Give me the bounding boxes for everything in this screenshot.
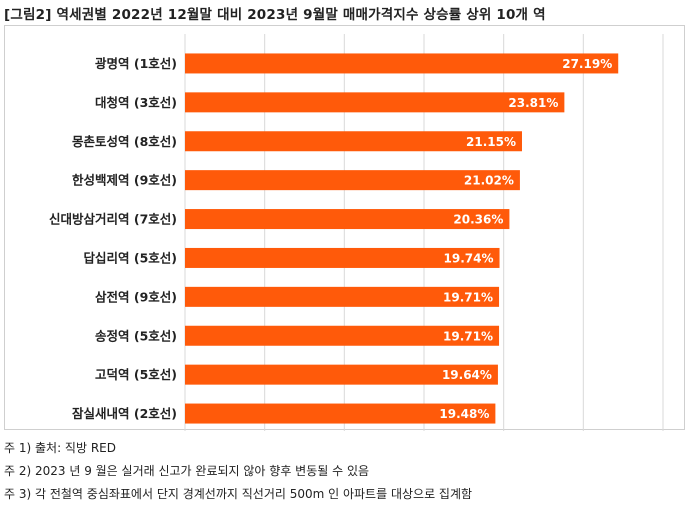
bar-chart: 광명역 (1호선) 27.19% 대청역 (3호선) 23.81% 몽촌토성역 (8호선… <box>49 34 664 431</box>
bar <box>185 325 500 346</box>
category-label: 한성백제역 (9호선) <box>72 173 177 188</box>
category-label: 송정역 (5호선) <box>95 328 177 343</box>
value-label: 19.71% <box>443 329 493 343</box>
footnote-source: 주 1) 출처: 직방 RED <box>4 441 116 455</box>
category-label: 답십리역 (5호선) <box>84 250 177 265</box>
bar <box>185 170 520 191</box>
category-label: 삼전역 (9호선) <box>95 289 177 304</box>
category-label: 대청역 (3호선) <box>95 95 177 110</box>
category-label: 고덕역 (5호선) <box>95 367 177 382</box>
bar <box>185 92 565 113</box>
value-label: 19.71% <box>443 290 493 304</box>
category-label: 잠실새내역 (2호선) <box>72 406 177 421</box>
bar <box>185 131 522 152</box>
value-label: 21.02% <box>464 174 514 188</box>
footnote-method: 주 3) 각 전철역 중심좌표에서 단지 경계선까지 직선거리 500m 인 아… <box>4 487 473 501</box>
category-label: 광명역 (1호선) <box>95 56 177 71</box>
value-label: 20.36% <box>453 213 503 227</box>
chart-title: [그림2] 역세권별 2022년 12월말 대비 2023년 9월말 매매가격지… <box>4 7 546 23</box>
bar <box>185 209 510 230</box>
value-label: 23.81% <box>508 96 558 110</box>
bar <box>185 286 500 307</box>
category-label: 몽촌토성역 (8호선) <box>72 134 177 149</box>
value-label: 19.48% <box>439 407 489 421</box>
value-label: 19.74% <box>444 251 494 265</box>
value-label: 27.19% <box>562 57 612 71</box>
bar <box>185 364 498 385</box>
value-label: 21.15% <box>466 135 516 149</box>
footnote-date: 주 2) 2023 년 9 월은 실거래 신고가 완료되지 않아 향후 변동될 … <box>4 464 370 478</box>
chart-area: 광명역 (1호선) 27.19% 대청역 (3호선) 23.81% 몽촌토성역 (8호선… <box>4 25 685 431</box>
value-label: 19.64% <box>442 368 492 382</box>
category-label: 신대방삼거리역 (7호선) <box>49 212 177 227</box>
bar <box>185 403 496 424</box>
footnotes: 주 1) 출처: 직방 RED 주 2) 2023 년 9 월은 실거래 신고가… <box>4 437 692 506</box>
bar <box>185 53 619 74</box>
bar <box>185 247 500 268</box>
